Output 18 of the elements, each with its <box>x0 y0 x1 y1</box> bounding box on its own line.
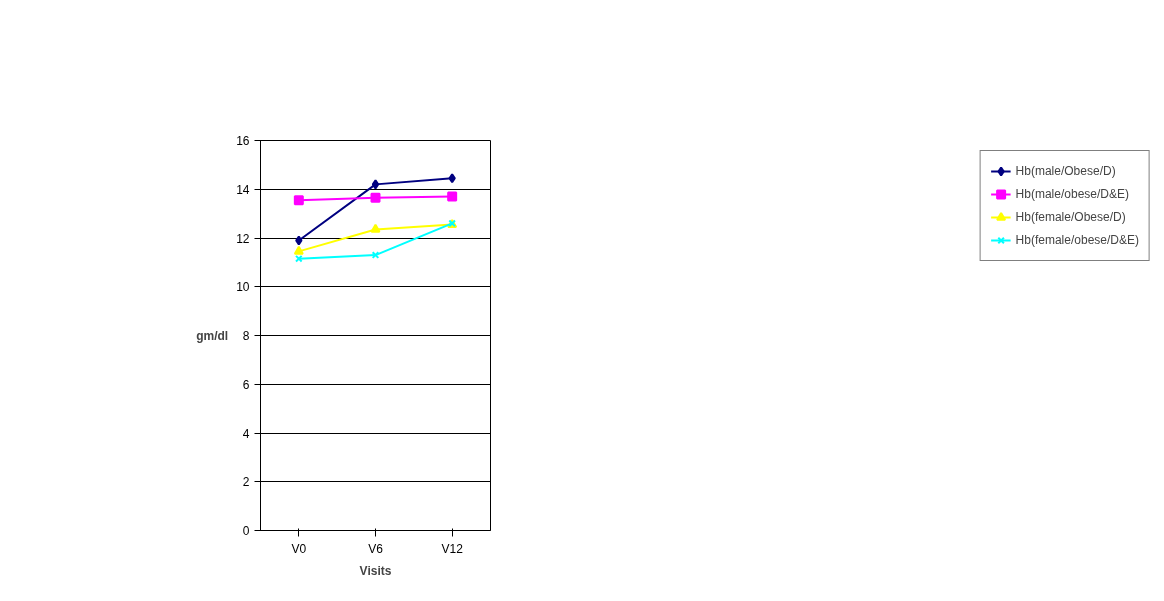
x-tick-label: V6 <box>368 541 384 556</box>
y-tick-label: 12 <box>236 231 250 246</box>
legend-label: Hb(male/Obese/D) <box>1015 164 1116 178</box>
y-tick-label: 4 <box>242 426 250 441</box>
y-tick-label: 14 <box>236 182 250 197</box>
legend-label: Hb(female/obese/D&E) <box>1015 233 1139 247</box>
y-axis-title: gm/dl <box>196 328 229 343</box>
y-tick-label: 16 <box>236 134 250 148</box>
x-axis-title: Visits <box>359 563 392 578</box>
y-tick-label: 6 <box>242 377 250 392</box>
y-tick-label: 0 <box>242 524 250 538</box>
x-tick-label: V0 <box>291 541 307 556</box>
y-tick-label: 2 <box>242 475 250 490</box>
legend-label: Hb(female/Obese/D) <box>1015 210 1126 224</box>
legend-label: Hb(male/obese/D&E) <box>1015 187 1129 201</box>
y-tick-label: 10 <box>236 280 250 295</box>
x-tick-label: V12 <box>441 541 464 556</box>
y-tick-label: 8 <box>242 329 250 343</box>
